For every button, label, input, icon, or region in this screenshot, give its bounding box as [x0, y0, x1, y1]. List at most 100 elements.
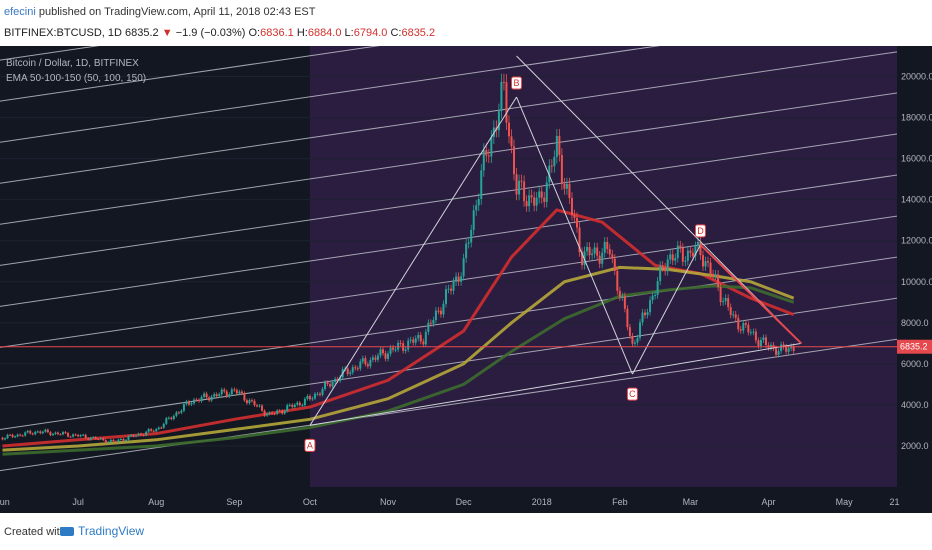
- candle-body: [757, 340, 760, 347]
- low-value: 6794.0: [353, 27, 388, 39]
- candle-body: [674, 258, 677, 261]
- candle-body: [608, 248, 611, 255]
- x-tick-label: Mar: [683, 497, 699, 507]
- candle-body: [490, 137, 493, 157]
- candle-body: [485, 150, 488, 156]
- candle-body: [190, 403, 193, 405]
- channel-line: [0, 92, 898, 225]
- high-value: 6884.0: [307, 27, 342, 39]
- candle-body: [94, 437, 97, 439]
- candle-body: [72, 434, 75, 437]
- candle-body: [49, 432, 52, 436]
- indicator-title: EMA 50-100-150 (50, 100, 150): [6, 73, 147, 84]
- candle-body: [162, 423, 165, 428]
- candle-body: [480, 170, 483, 200]
- candle-body: [780, 344, 783, 352]
- candle-body: [528, 195, 531, 207]
- candle-body: [235, 390, 238, 394]
- candle-body: [82, 434, 85, 436]
- candle-body: [21, 435, 24, 437]
- candle-body: [699, 241, 702, 256]
- candle-body: [701, 255, 704, 267]
- candle-body: [533, 197, 536, 206]
- candle-body: [11, 434, 14, 438]
- resistance-line-d: [699, 244, 802, 345]
- candle-body: [638, 322, 641, 338]
- point-label-a: A: [307, 440, 313, 450]
- candle-body: [387, 353, 390, 359]
- candle-body: [77, 434, 80, 437]
- candle-body: [467, 242, 470, 244]
- pattern-line-cd: [631, 244, 701, 375]
- candle-body: [379, 349, 382, 356]
- candle-body: [351, 367, 354, 373]
- channel-line: [0, 256, 898, 389]
- candle-body: [520, 180, 523, 182]
- candle-body: [762, 337, 765, 341]
- candle-body: [581, 252, 584, 266]
- candle-body: [563, 183, 566, 189]
- published-text: published on TradingView.com, April 11, …: [35, 6, 316, 18]
- candle-body: [535, 197, 538, 206]
- candle-body: [560, 154, 563, 184]
- candle-body: [288, 404, 291, 406]
- candle-body: [366, 364, 369, 367]
- point-label-b: B: [514, 78, 520, 88]
- candle-body: [477, 199, 480, 206]
- x-tick-label: Jun: [0, 497, 10, 507]
- candle-body: [261, 405, 264, 411]
- candle-body: [618, 290, 621, 298]
- candle-body: [16, 434, 19, 437]
- candle-body: [339, 377, 342, 381]
- candle-body: [392, 347, 395, 350]
- candle-body: [321, 388, 324, 395]
- candle-body: [712, 273, 715, 277]
- candle-body: [636, 337, 639, 343]
- tradingview-brand[interactable]: TradingView: [60, 524, 144, 538]
- candle-body: [137, 433, 140, 436]
- x-tick-label: 2018: [532, 497, 552, 507]
- candle-body: [182, 404, 185, 411]
- username-link[interactable]: efecini: [4, 6, 36, 18]
- candle-body: [374, 357, 377, 360]
- candle-body: [482, 150, 485, 171]
- candle-body: [104, 440, 107, 443]
- candle-body: [203, 393, 206, 397]
- close-value: 6835.2: [401, 27, 436, 39]
- open-label: O:: [248, 27, 261, 39]
- candle-body: [356, 368, 359, 370]
- point-label-box: [694, 224, 706, 238]
- candle-body: [782, 344, 785, 347]
- candle-body: [555, 135, 558, 157]
- candle-body: [228, 394, 231, 397]
- chart-canvas[interactable]: A B C D 2000.0 4000.0 6000.0 8000.0 10000.0 12000…: [0, 46, 932, 513]
- candle-body: [573, 215, 576, 218]
- candle-body: [613, 258, 616, 271]
- chart-legend: Bitcoin / Dollar, 1D, BITFINEX EMA 50-10…: [6, 56, 146, 86]
- candle-body: [175, 412, 178, 416]
- candle-body: [31, 433, 34, 435]
- candle-body: [787, 348, 790, 352]
- candle-body: [437, 310, 440, 312]
- candle-body: [606, 241, 609, 249]
- x-tick-label: May: [836, 497, 854, 507]
- candle-body: [87, 438, 90, 440]
- candle-body: [427, 322, 430, 332]
- candle-body: [99, 438, 102, 440]
- candle-body: [691, 252, 694, 257]
- candle-body: [286, 405, 289, 411]
- chart-pane[interactable]: A B C D 2000.0 4000.0 6000.0 8000.0 10000.0 12000…: [0, 46, 932, 513]
- candle-body: [245, 400, 248, 404]
- footer-bar: Created with TradingView: [0, 513, 932, 550]
- candle-body: [518, 180, 521, 195]
- candle-body: [230, 389, 233, 395]
- candle-body: [147, 429, 150, 432]
- candle-body: [530, 195, 533, 198]
- candle-body: [472, 210, 475, 230]
- candle-body: [4, 438, 7, 440]
- candle-body: [167, 417, 170, 419]
- candle-body: [507, 122, 510, 137]
- candle-body: [399, 342, 402, 344]
- candle-body: [654, 294, 657, 296]
- series-title: Bitcoin / Dollar, 1D, BITFINEX: [6, 58, 139, 69]
